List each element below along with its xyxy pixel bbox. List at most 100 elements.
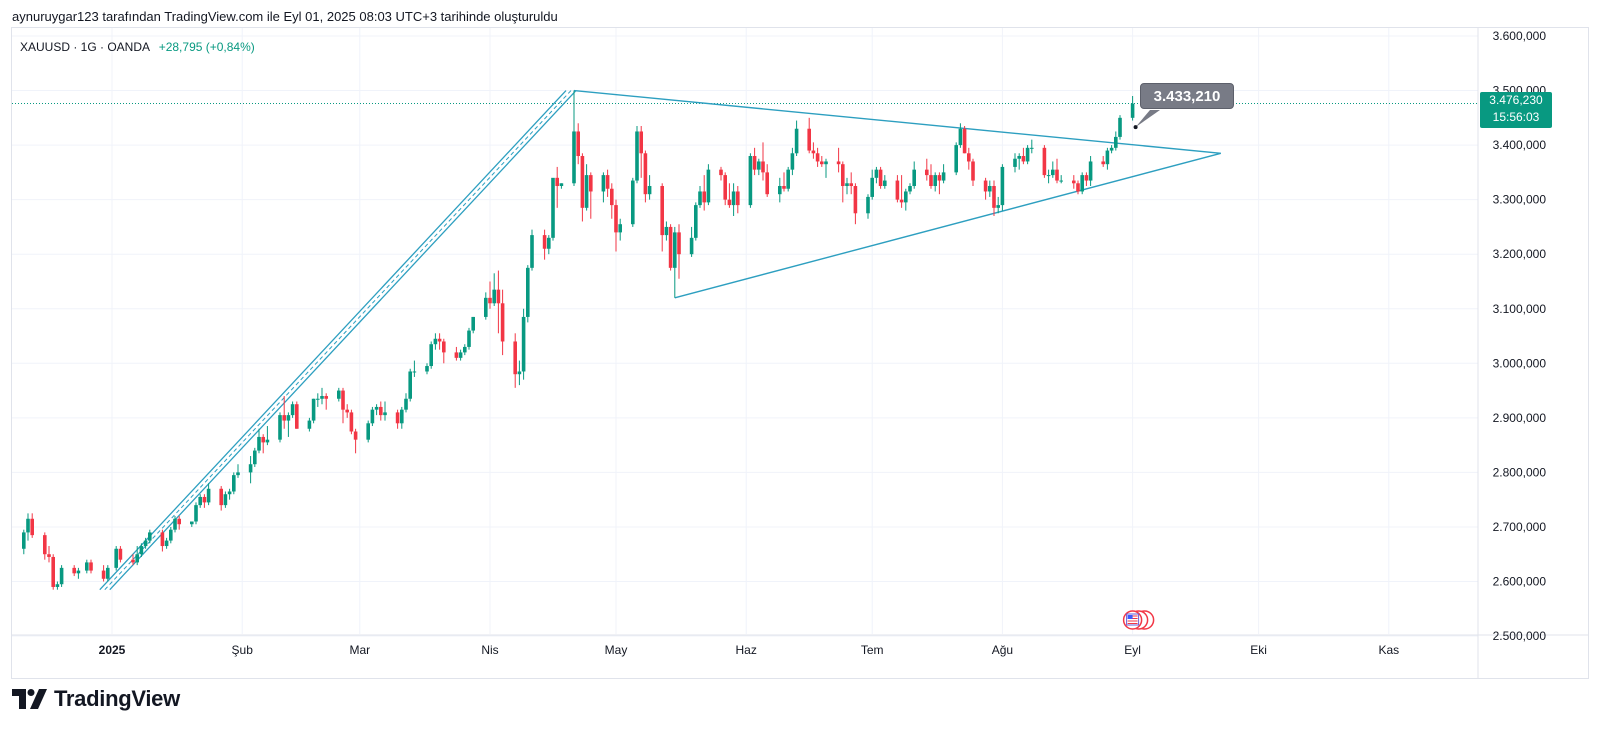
tradingview-logo[interactable]: TradingView	[12, 686, 180, 712]
candle-body-up	[374, 406, 379, 410]
candle-body-down	[437, 338, 442, 342]
candle-body-up	[786, 169, 790, 189]
candle-body-up	[471, 316, 475, 331]
candle-body-down	[488, 297, 492, 304]
candle-body-up	[517, 371, 522, 375]
candle-body-up	[467, 330, 471, 347]
y-tick-label: 3.400,000	[1493, 138, 1547, 152]
candle-body-up	[794, 128, 799, 154]
candle-body-down	[765, 172, 769, 195]
candle-body-down	[971, 161, 975, 181]
candle-body-up	[106, 567, 110, 579]
candle-body-down	[1084, 175, 1089, 181]
candle-body-up	[1114, 136, 1118, 148]
candle-body-down	[47, 554, 51, 557]
candle-body-down	[736, 191, 740, 206]
candle-body-down	[160, 532, 165, 547]
candle-body-up	[1059, 180, 1063, 182]
candle-body-up	[173, 518, 177, 530]
candle-body-down	[702, 191, 706, 203]
candle-body-up	[664, 226, 669, 236]
candle-body-up	[866, 196, 870, 214]
candle-body-down	[929, 175, 933, 187]
candle-body-up	[22, 532, 26, 549]
candle-body-down	[992, 186, 996, 208]
candle-body-up	[933, 175, 937, 187]
candle-body-up	[584, 175, 589, 208]
candle-body-down	[836, 161, 841, 165]
candle-body-down	[967, 153, 971, 162]
x-tick-label: Ağu	[992, 643, 1013, 657]
candle-body-down	[589, 175, 593, 192]
candle-body-up	[433, 338, 438, 345]
candle-body-down	[1021, 156, 1026, 162]
candle-body-up	[135, 554, 139, 563]
candle-body-up	[958, 128, 963, 146]
candle-body-up	[26, 518, 30, 533]
candle-body-down	[345, 409, 349, 413]
candle-body-down	[878, 169, 883, 187]
x-tick-label: Tem	[861, 643, 884, 657]
candle-body-down	[72, 567, 76, 574]
candle-body-up	[143, 540, 148, 547]
candle-body-down	[815, 153, 820, 162]
candle-body-up	[790, 153, 795, 170]
candle-body-down	[101, 570, 106, 579]
candle-body-down	[1042, 147, 1047, 176]
candle-body-up	[874, 169, 879, 178]
candle-body-down	[820, 161, 824, 165]
candle-body-down	[723, 175, 727, 200]
candle-body-up	[601, 175, 606, 192]
candle-body-up	[1130, 103, 1135, 118]
candle-body-up	[904, 191, 908, 203]
candle-body-up	[311, 398, 316, 421]
candle-body-up	[1118, 117, 1122, 137]
candle-body-down	[324, 396, 328, 399]
candle-body-down	[782, 186, 786, 189]
candle-body-up	[236, 472, 240, 476]
candle-body-down	[668, 226, 673, 268]
candle-body-up	[908, 186, 912, 192]
candle-body-down	[219, 488, 223, 506]
candle-body-down	[937, 175, 942, 181]
price-callout[interactable]: 3.433,210	[1140, 83, 1234, 109]
triangle-trend-line	[674, 152, 1221, 299]
candle-body-up	[114, 548, 118, 568]
candle-body-down	[43, 535, 47, 555]
candle-body-up	[1105, 150, 1110, 165]
candle-body-up	[631, 180, 635, 225]
candle-body-up	[526, 267, 530, 317]
candle-body-up	[253, 450, 257, 465]
candle-body-up	[694, 205, 698, 238]
candle-body-up	[412, 371, 417, 373]
candle-body-down	[51, 556, 55, 587]
candle-body-up	[547, 237, 551, 249]
candle-body-down	[811, 150, 816, 154]
candle-body-up	[689, 237, 694, 255]
candle-body-down	[719, 169, 723, 176]
y-tick-label: 2.800,000	[1493, 465, 1547, 479]
candle-body-down	[660, 186, 664, 236]
candle-body-down	[925, 169, 929, 176]
candle-body-up	[139, 546, 144, 555]
symbol-legend: XAUUSD · 1G · OANDA +28,795 (+0,84%)	[20, 40, 255, 54]
y-tick-label: 2.700,000	[1493, 520, 1547, 534]
candle-body-up	[425, 366, 429, 372]
channel-median-line	[104, 90, 572, 591]
candle-body-down	[30, 518, 34, 536]
candle-body-down	[500, 303, 505, 342]
candle-body-down	[282, 415, 286, 421]
candle-body-up	[164, 540, 169, 547]
y-tick-label: 2.900,000	[1493, 411, 1547, 425]
candle-body-up	[698, 191, 702, 206]
candle-body-up	[551, 177, 555, 238]
candle-body-down	[639, 131, 643, 154]
candle-body-down	[89, 562, 93, 571]
candle-body-up	[1109, 147, 1114, 151]
candle-body-down	[580, 156, 585, 208]
candle-body-up	[400, 409, 404, 424]
candle-body-down	[131, 559, 135, 563]
candle-body-down	[1072, 180, 1076, 184]
callout-pointer	[1135, 110, 1160, 128]
